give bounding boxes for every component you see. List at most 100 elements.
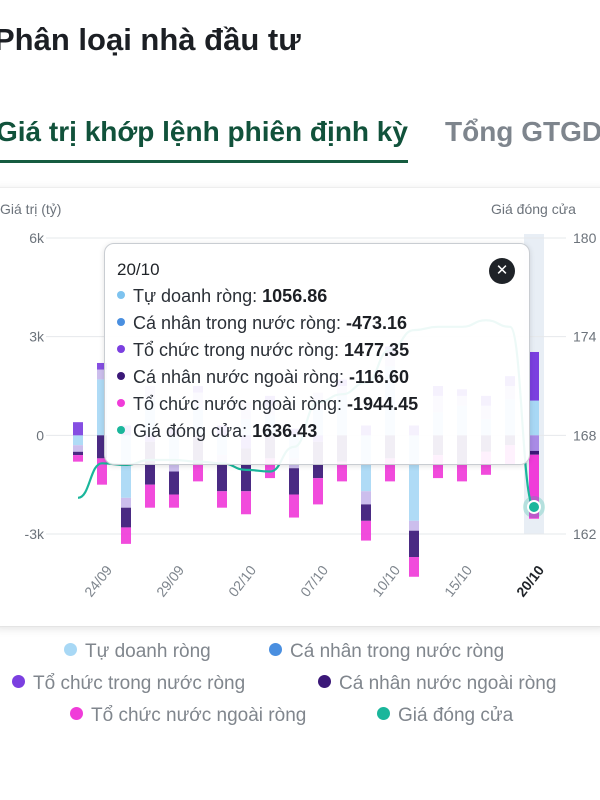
bar-segment (169, 494, 179, 508)
bar-segment (409, 530, 419, 558)
tooltip-value: 1636.43 (252, 421, 318, 441)
bar-segment (121, 435, 131, 498)
y2-tick-label: 174 (573, 329, 597, 345)
legend-label: Cá nhân nước ngoài ròng (339, 673, 557, 694)
bar-segment (529, 400, 539, 436)
y-tick-label: 3k (29, 329, 45, 345)
bar-segment (409, 435, 419, 521)
bar-segment (217, 491, 227, 508)
tooltip-value: 1056.86 (262, 286, 328, 306)
bar-segment (289, 494, 299, 518)
x-tick-label: 02/10 (225, 562, 259, 600)
bar-segment (361, 504, 371, 521)
legend-dot-icon (377, 707, 390, 721)
ca-nhan-trong-nuoc-dot-icon (117, 318, 125, 327)
tooltip-row-tu-doanh: Tự doanh ròng: 1056.86 (117, 286, 327, 312)
tooltip-value: -1944.45 (347, 394, 419, 414)
tooltip-row-ca-nhan-nuoc-ngoai: Cá nhân nước ngoài ròng: -116.60 (117, 367, 409, 393)
bar-segment (121, 507, 131, 528)
bar-segment (97, 435, 107, 459)
bar-segment (73, 445, 83, 452)
x-tick-label: 20/10 (513, 562, 547, 600)
x-tick-label: 29/09 (153, 562, 187, 600)
bar-segment (121, 527, 131, 544)
bar-segment (97, 379, 107, 436)
bar-segment (529, 435, 539, 451)
legend-dot-icon (318, 675, 331, 689)
bar-segment (337, 461, 347, 482)
bar-segment (169, 471, 179, 495)
bar-segment (97, 362, 107, 370)
bar-segment (97, 458, 107, 485)
active-tab-indicator (0, 160, 408, 163)
bar-segment (289, 468, 299, 495)
bar-segment (217, 464, 227, 492)
ca-nhan-nuoc-ngoai-dot-icon (117, 372, 125, 381)
legend-item-to-chuc-nuoc-ngoai[interactable]: Tổ chức nước ngoài ròng (70, 705, 306, 727)
page-title: Phân loại nhà đầu tư (0, 22, 301, 57)
bar-segment (145, 484, 155, 508)
x-tick-label: 24/09 (81, 562, 115, 600)
tooltip-value: 1477.35 (344, 340, 410, 360)
legend-dot-icon (64, 643, 77, 657)
legend-item-gia-dong-cua[interactable]: Giá đóng cửa (377, 705, 513, 727)
y-tick-label: 6k (29, 230, 45, 246)
x-tick-label: 07/10 (297, 562, 331, 600)
bar-segment (385, 458, 395, 482)
x-tick-label: 15/10 (441, 562, 475, 600)
tooltip-label: Cá nhân nước ngoài ròng: (133, 367, 344, 387)
legend-item-ca-nhan-nuoc-ngoai[interactable]: Cá nhân nước ngoài ròng (318, 673, 556, 695)
y2-tick-label: 162 (573, 526, 597, 542)
y-tick-label: -3k (25, 526, 45, 542)
close-icon[interactable]: ✕ (489, 258, 515, 284)
bar-segment (265, 458, 275, 479)
legend-label: Tổ chức nước ngoài ròng (91, 705, 307, 726)
legend-item-to-chuc-trong-nuoc[interactable]: Tổ chức trong nước ròng (12, 673, 245, 695)
bar-segment (529, 450, 539, 455)
bar-segment (457, 464, 467, 482)
tab-session-matched-value[interactable]: Giá trị khớp lệnh phiên định kỳ (0, 116, 408, 147)
y2-tick-label: 180 (573, 230, 597, 246)
tooltip-value: -473.16 (346, 313, 408, 333)
bar-segment (193, 464, 203, 482)
close-price-highlight-point (527, 499, 541, 514)
tooltip-row-gia-dong-cua: Giá đóng cửa: 1636.43 (117, 421, 317, 447)
legend-item-tu-doanh[interactable]: Tự doanh ròng (64, 641, 211, 663)
tab-bar: Giá trị khớp lệnh phiên định kỳ Tổng GTG… (0, 108, 600, 164)
legend-dot-icon (12, 675, 25, 689)
bar-segment (313, 478, 323, 505)
bar-segment (73, 455, 83, 462)
tooltip-row-ca-nhan-trong-nuoc: Cá nhân trong nước ròng: -473.16 (117, 313, 407, 339)
legend-label: Tổ chức trong nước ròng (33, 673, 246, 694)
bar-segment (121, 497, 131, 508)
bar-segment (361, 491, 371, 505)
legend-label: Tự doanh ròng (85, 641, 211, 662)
legend-dot-icon (70, 707, 83, 721)
legend-dot-icon (269, 643, 282, 657)
y-axis-title: Giá trị (tỷ) (0, 201, 62, 217)
tooltip-label: Tự doanh ròng: (133, 286, 258, 306)
tooltip-label: Cá nhân trong nước ròng: (133, 313, 341, 333)
legend-label: Giá đóng cửa (398, 705, 514, 726)
y2-axis-title: Giá đóng cửa (491, 201, 576, 217)
y-tick-label: 0 (36, 427, 44, 443)
bar-segment (73, 451, 83, 456)
tooltip-label: Giá đóng cửa: (133, 421, 248, 441)
bar-segment (409, 557, 419, 577)
tab-total-value[interactable]: Tổng GTGD (445, 116, 600, 147)
y2-tick-label: 168 (573, 427, 597, 443)
bar-segment (97, 369, 107, 380)
bar-segment (529, 351, 539, 401)
bar-segment (169, 461, 179, 472)
legend-item-ca-nhan-trong-nuoc[interactable]: Cá nhân trong nước ròng (269, 641, 504, 663)
tooltip-label: Tổ chức trong nước ròng: (133, 340, 339, 360)
to-chuc-nuoc-ngoai-dot-icon (117, 399, 125, 408)
tooltip-label: Tổ chức nước ngoài ròng: (133, 394, 343, 414)
legend-label: Cá nhân trong nước ròng (290, 641, 505, 662)
to-chuc-trong-nuoc-dot-icon (117, 345, 125, 354)
chart-tooltip: 20/10 ✕ Tự doanh ròng: 1056.86 Cá nhân t… (104, 243, 530, 465)
tooltip-row-to-chuc-trong-nuoc: Tổ chức trong nước ròng: 1477.35 (117, 340, 409, 366)
bar-segment (73, 422, 83, 436)
bar-segment (73, 435, 83, 446)
bar-segment (433, 455, 443, 479)
